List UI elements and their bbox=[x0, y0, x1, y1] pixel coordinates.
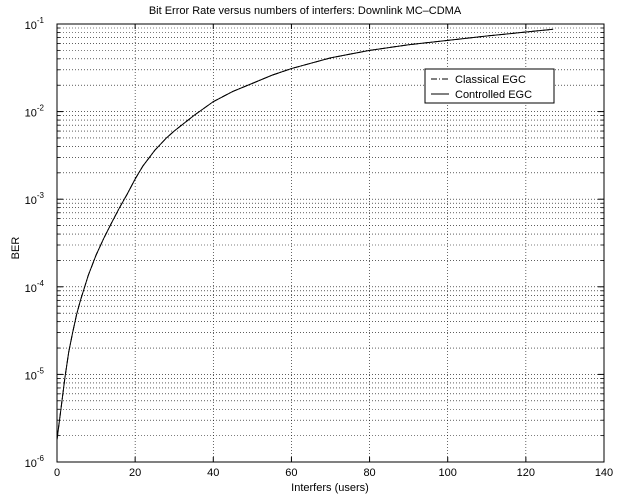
y-tick-label: 10-6 bbox=[25, 454, 45, 470]
legend-label-controlled-egc: Controlled EGC bbox=[455, 89, 532, 101]
y-tick-label: 10-4 bbox=[25, 279, 45, 295]
x-axis-label: Interfers (users) bbox=[291, 482, 369, 494]
x-tick-label: 20 bbox=[129, 467, 141, 479]
x-tick-label: 100 bbox=[439, 467, 457, 479]
legend-box bbox=[424, 68, 555, 104]
plot-area-frame bbox=[56, 23, 605, 463]
grid-lines bbox=[57, 24, 604, 462]
x-tick-labels: 0 20 40 60 80 100 120 140 bbox=[54, 467, 613, 479]
x-tick-label: 40 bbox=[207, 467, 219, 479]
y-tick-label: 10-2 bbox=[25, 104, 45, 120]
x-tick-label: 0 bbox=[54, 467, 60, 479]
legend-label-classical-egc: Classical EGC bbox=[455, 74, 526, 86]
x-tick-label: 60 bbox=[285, 467, 297, 479]
series-line-controlled-egc bbox=[56, 28, 554, 440]
y-tick-label: 10-1 bbox=[25, 16, 45, 32]
x-tick-label: 140 bbox=[595, 467, 613, 479]
chart-title: Bit Error Rate versus numbers of interfe… bbox=[149, 5, 462, 17]
y-tick-label: 10-3 bbox=[25, 191, 45, 207]
x-tick-label: 120 bbox=[517, 467, 535, 479]
x-tick-label: 80 bbox=[363, 467, 375, 479]
legend: Classical EGC Controlled EGC bbox=[424, 68, 555, 104]
y-tick-label: 10-5 bbox=[25, 366, 45, 382]
y-axis-label: BER bbox=[10, 237, 22, 260]
series-layer bbox=[56, 28, 554, 440]
y-tick-labels: 10-6 10-5 10-4 10-3 10-2 10-1 bbox=[25, 16, 45, 470]
